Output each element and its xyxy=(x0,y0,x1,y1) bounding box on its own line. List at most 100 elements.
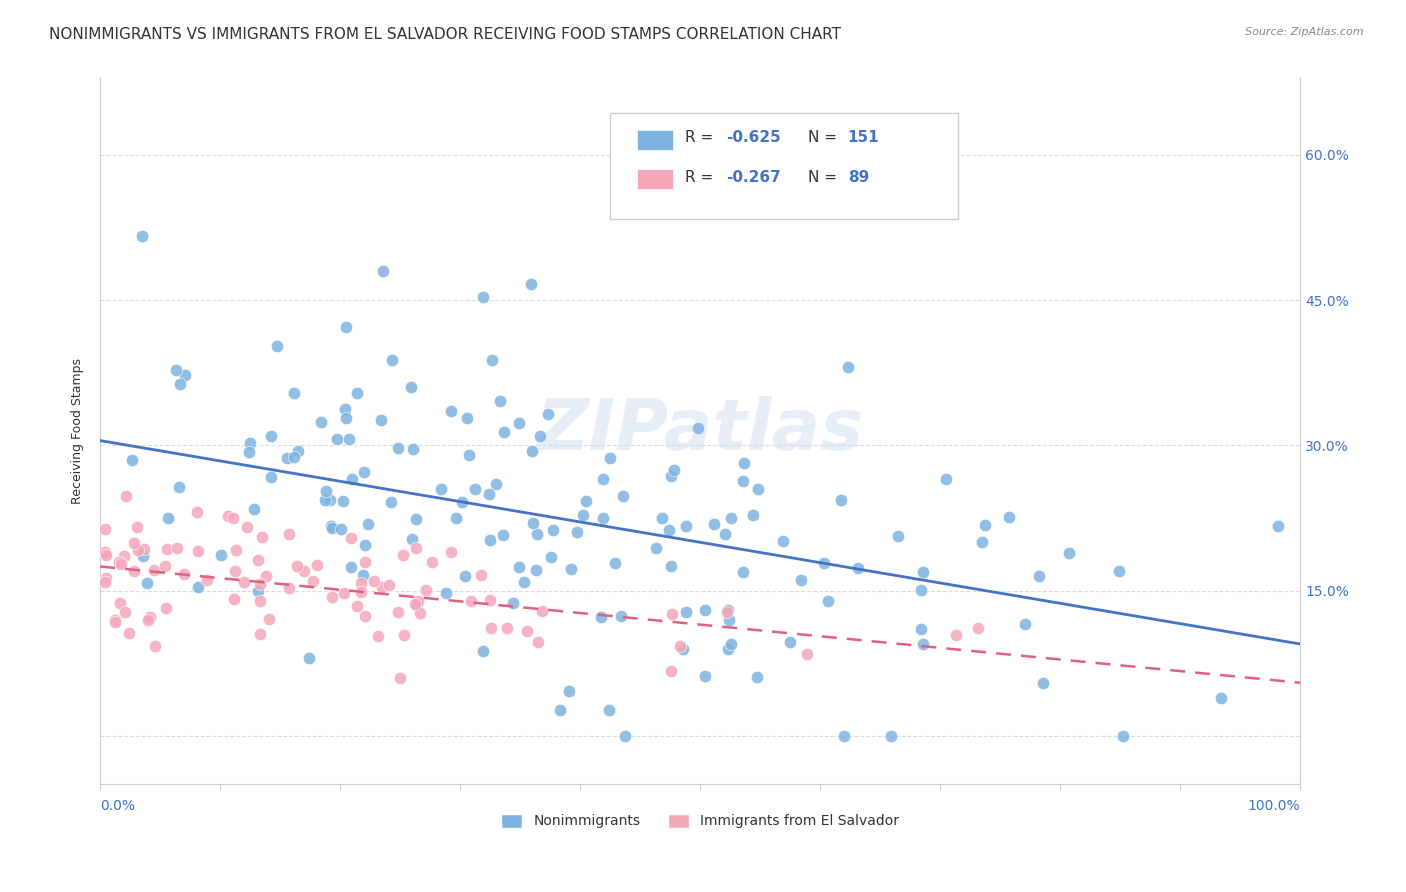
Point xyxy=(169,480,191,494)
Point xyxy=(352,568,374,582)
Point xyxy=(314,493,336,508)
Point xyxy=(1014,616,1036,631)
Point xyxy=(1057,546,1080,560)
Point xyxy=(169,377,191,392)
Point xyxy=(515,624,537,638)
Point xyxy=(276,451,298,466)
Point xyxy=(186,505,208,519)
Point xyxy=(733,456,755,470)
Point xyxy=(242,501,264,516)
Point xyxy=(790,574,813,588)
Point xyxy=(165,363,187,377)
Point xyxy=(337,433,360,447)
Point xyxy=(458,448,481,462)
Point xyxy=(394,628,416,642)
Point xyxy=(675,605,697,619)
Point xyxy=(530,604,553,618)
Point xyxy=(187,543,209,558)
Point xyxy=(591,609,613,624)
Point xyxy=(420,555,443,569)
Point xyxy=(832,729,855,743)
Point xyxy=(225,543,247,558)
Point xyxy=(266,339,288,353)
Point xyxy=(733,565,755,579)
Point xyxy=(257,612,280,626)
Point xyxy=(405,541,427,556)
Point xyxy=(912,565,935,579)
Point xyxy=(114,605,136,619)
Point xyxy=(610,609,633,624)
Point xyxy=(879,729,901,743)
Point xyxy=(131,549,153,564)
Y-axis label: Receiving Food Stamps: Receiving Food Stamps xyxy=(72,358,84,504)
Point xyxy=(367,629,389,643)
Point xyxy=(285,559,308,574)
Point xyxy=(537,407,560,421)
Text: NONIMMIGRANTS VS IMMIGRANTS FROM EL SALVADOR RECEIVING FOOD STAMPS CORRELATION C: NONIMMIGRANTS VS IMMIGRANTS FROM EL SALV… xyxy=(49,27,841,42)
Point xyxy=(479,592,502,607)
Point xyxy=(720,637,742,651)
Point xyxy=(110,596,132,610)
Point xyxy=(998,509,1021,524)
Point xyxy=(485,477,508,491)
Point xyxy=(107,555,129,569)
Point xyxy=(350,585,373,599)
Point xyxy=(166,541,188,555)
Point xyxy=(127,542,149,557)
Point xyxy=(131,229,153,244)
Point xyxy=(440,404,463,418)
Point xyxy=(558,684,581,698)
Point xyxy=(292,564,315,578)
Point xyxy=(659,558,682,573)
Point xyxy=(401,532,423,546)
Point xyxy=(354,538,377,552)
Text: N =: N = xyxy=(808,170,842,186)
Point xyxy=(1108,564,1130,578)
Point xyxy=(772,534,794,549)
Text: -0.625: -0.625 xyxy=(727,130,782,145)
Point xyxy=(612,489,634,503)
Point xyxy=(651,511,673,525)
Point xyxy=(287,444,309,458)
Point xyxy=(122,564,145,578)
Point xyxy=(731,475,754,489)
Point xyxy=(187,580,209,594)
Point xyxy=(260,429,283,443)
Point xyxy=(479,621,502,635)
Legend: Nonimmigrants, Immigrants from El Salvador: Nonimmigrants, Immigrants from El Salvad… xyxy=(496,808,904,834)
Point xyxy=(935,472,957,486)
Point xyxy=(658,523,681,537)
Point xyxy=(104,615,127,629)
Point xyxy=(742,508,765,522)
Point xyxy=(713,527,735,541)
Point xyxy=(972,534,994,549)
Point xyxy=(519,277,541,292)
Point xyxy=(967,620,990,634)
Point xyxy=(592,472,614,486)
Point xyxy=(94,545,117,559)
Point xyxy=(136,613,159,627)
Point xyxy=(779,635,801,649)
Point xyxy=(717,613,740,627)
Point xyxy=(747,482,769,496)
Point xyxy=(470,567,492,582)
Point xyxy=(813,557,835,571)
Point xyxy=(672,641,695,656)
Point xyxy=(446,510,468,524)
Text: R =: R = xyxy=(685,170,717,186)
Point xyxy=(508,417,530,431)
Point xyxy=(598,703,620,717)
Point xyxy=(224,591,246,606)
Point xyxy=(301,574,323,588)
Point xyxy=(298,650,321,665)
Point xyxy=(319,493,342,508)
FancyBboxPatch shape xyxy=(637,129,672,150)
Point xyxy=(333,586,356,600)
Point xyxy=(110,557,132,571)
Point xyxy=(254,569,277,583)
Point xyxy=(309,416,332,430)
Point xyxy=(645,541,668,555)
Point xyxy=(1267,519,1289,533)
Point xyxy=(335,411,357,425)
Point xyxy=(121,452,143,467)
